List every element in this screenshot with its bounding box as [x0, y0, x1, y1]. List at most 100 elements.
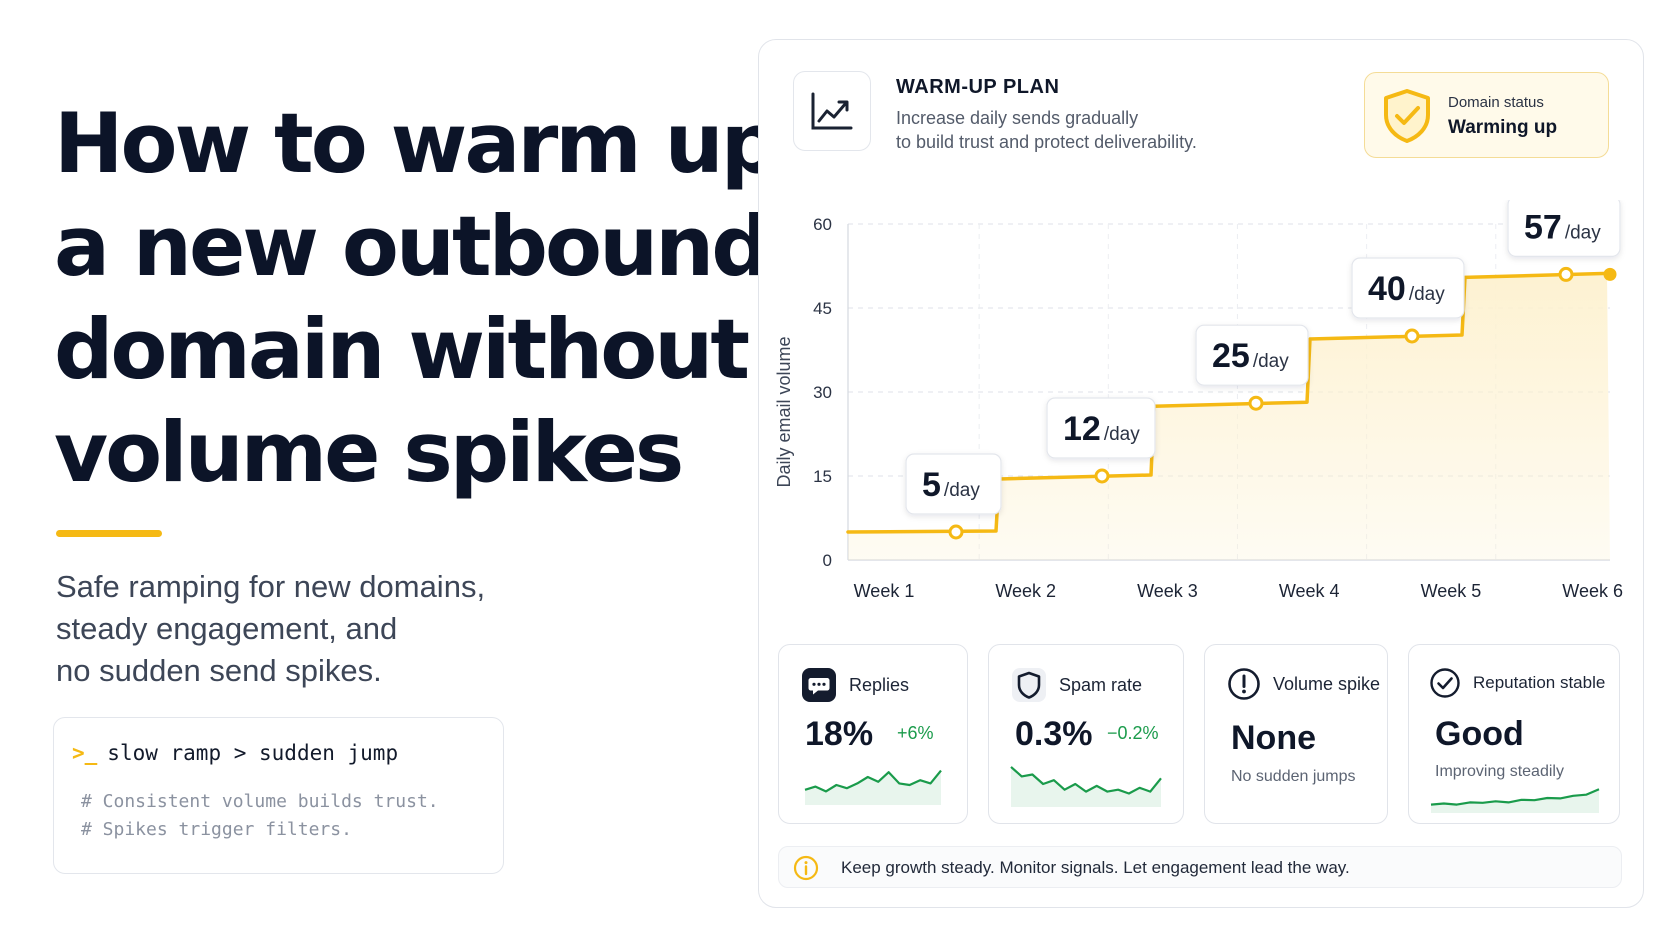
- plan-title: WARM-UP PLAN: [896, 76, 1060, 98]
- data-point: [1094, 468, 1110, 484]
- shield-check-icon: [1384, 89, 1430, 143]
- reputation-sparkline: [1430, 788, 1600, 813]
- code-comment: # Spikes trigger filters.: [81, 819, 352, 840]
- x-tick-label: Week 1: [854, 581, 915, 601]
- metric-delta: +6%: [897, 723, 934, 743]
- y-tick-label: 60: [813, 215, 832, 234]
- page-title: How to warm up a new outbound domain wit…: [54, 92, 780, 504]
- data-label-text: 12/day: [1063, 410, 1140, 448]
- metric-label: Reputation stable: [1473, 673, 1606, 692]
- data-label-value: 12: [1063, 410, 1101, 448]
- subtitle-line: no sudden send spikes.: [56, 653, 382, 688]
- metric-label: Volume spike: [1273, 673, 1381, 694]
- code-command-line: >_ slow ramp > sudden jump: [72, 741, 398, 765]
- data-label-value: 25: [1212, 337, 1250, 375]
- x-tick-label: Week 4: [1279, 581, 1340, 601]
- metric-value: Good: [1435, 715, 1524, 753]
- data-label: 12/day: [1046, 397, 1156, 459]
- code-snippet: >_ slow ramp > sudden jump # Consistent v…: [53, 717, 504, 874]
- plan-description: Increase daily sends gradually to build …: [896, 106, 1197, 154]
- y-tick-label: 30: [813, 383, 832, 402]
- metric-card-replies: Replies 18% +6%: [778, 644, 968, 824]
- check-circle-icon: [1430, 668, 1460, 698]
- alert-circle-icon: [1228, 668, 1260, 700]
- data-label-box: [1195, 324, 1309, 386]
- metric-card-spam-rate: Spam rate 0.3% −0.2%: [988, 644, 1184, 824]
- warmup-volume-chart: 0 15 30 45 60 Daily email volume Week 1 Week 2 W…: [774, 200, 1623, 601]
- metric-note: Improving steadily: [1435, 763, 1564, 780]
- data-label-text: 5/day: [922, 466, 980, 504]
- series-end-point: [1603, 267, 1617, 281]
- domain-status-badge: Domain status Warming up: [1364, 72, 1609, 158]
- metric-card-volume-spike: Volume spike None No sudden jumps: [1204, 644, 1388, 824]
- data-label-unit: /day: [1565, 222, 1601, 243]
- terminal-prompt-icon: >_: [72, 741, 98, 765]
- y-axis-label: Daily email volume: [774, 336, 794, 487]
- x-tick-label: Week 5: [1421, 581, 1482, 601]
- replies-sparkline: [804, 769, 942, 805]
- data-label: 5/day: [905, 453, 1002, 515]
- title-line: domain without: [54, 301, 750, 398]
- data-point: [1248, 395, 1264, 411]
- metric-value: None: [1231, 719, 1316, 757]
- y-tick-label: 0: [823, 551, 832, 570]
- data-label-unit: /day: [944, 480, 980, 501]
- title-line: a new outbound: [54, 198, 771, 295]
- data-label-unit: /day: [1253, 351, 1289, 372]
- data-label: 40/day: [1351, 257, 1465, 319]
- x-tick-label: Week 3: [1137, 581, 1198, 601]
- subtitle-line: Safe ramping for new domains,: [56, 569, 486, 604]
- area-fill: [848, 273, 1610, 560]
- sparkline-area: [805, 770, 941, 805]
- spam-rate-sparkline: [1010, 766, 1162, 807]
- sparkline-line: [804, 769, 942, 793]
- data-label-unit: /day: [1104, 424, 1140, 445]
- x-tick-label: Week 6: [1562, 581, 1623, 601]
- plan-icon-box: [793, 71, 871, 151]
- data-label-box: [1351, 257, 1465, 319]
- tip-text: Keep growth steady. Monitor signals. Let…: [841, 858, 1350, 877]
- metric-value: 18%: [805, 715, 874, 753]
- code-comment: # Consistent volume builds trust.: [81, 791, 439, 812]
- data-label: 25/day: [1195, 324, 1309, 386]
- x-tick-label: Week 2: [995, 581, 1056, 601]
- y-tick-label: 45: [813, 299, 832, 318]
- tip-banner: Keep growth steady. Monitor signals. Let…: [778, 846, 1622, 888]
- sparkline-line: [1430, 788, 1600, 806]
- title-line: volume spikes: [54, 404, 684, 501]
- data-label-text: 25/day: [1212, 337, 1289, 375]
- data-label-value: 40: [1368, 270, 1406, 308]
- data-label-box: [1507, 200, 1621, 257]
- data-point: [1404, 328, 1420, 344]
- domain-status-value: Warming up: [1448, 117, 1558, 138]
- data-point: [948, 524, 964, 540]
- data-label-box: [1046, 397, 1156, 459]
- domain-status-label: Domain status: [1448, 94, 1544, 111]
- data-label: 57/day: [1507, 200, 1621, 257]
- sparkline-area: [1011, 766, 1161, 807]
- subtitle: Safe ramping for new domains, steady eng…: [56, 566, 576, 692]
- metric-note: No sudden jumps: [1231, 768, 1356, 785]
- data-label-box: [905, 453, 1002, 515]
- data-label-text: 40/day: [1368, 270, 1445, 308]
- metric-delta: −0.2%: [1107, 723, 1159, 743]
- metric-label: Spam rate: [1059, 674, 1143, 695]
- plan-description-line: to build trust and protect deliverabilit…: [896, 132, 1197, 152]
- data-point: [1558, 266, 1574, 282]
- title-line: How to warm up: [54, 95, 780, 192]
- metric-value: 0.3%: [1015, 715, 1093, 753]
- data-label-unit: /day: [1409, 284, 1445, 305]
- metric-card-reputation: Reputation stable Good Improving steadil…: [1408, 644, 1620, 824]
- metric-label: Replies: [849, 674, 910, 695]
- info-circle-icon: [793, 855, 819, 881]
- data-label-value: 5: [922, 466, 941, 504]
- data-label-value: 57: [1524, 208, 1562, 246]
- shield-icon: [1012, 668, 1046, 702]
- y-tick-label: 15: [813, 467, 832, 486]
- trend-chart-icon: [811, 92, 853, 130]
- accent-divider: [56, 530, 162, 537]
- sparkline-line: [1010, 766, 1162, 795]
- chat-bubble-icon: [802, 668, 836, 702]
- code-command: slow ramp > sudden jump: [107, 741, 399, 765]
- data-label-text: 57/day: [1524, 208, 1601, 246]
